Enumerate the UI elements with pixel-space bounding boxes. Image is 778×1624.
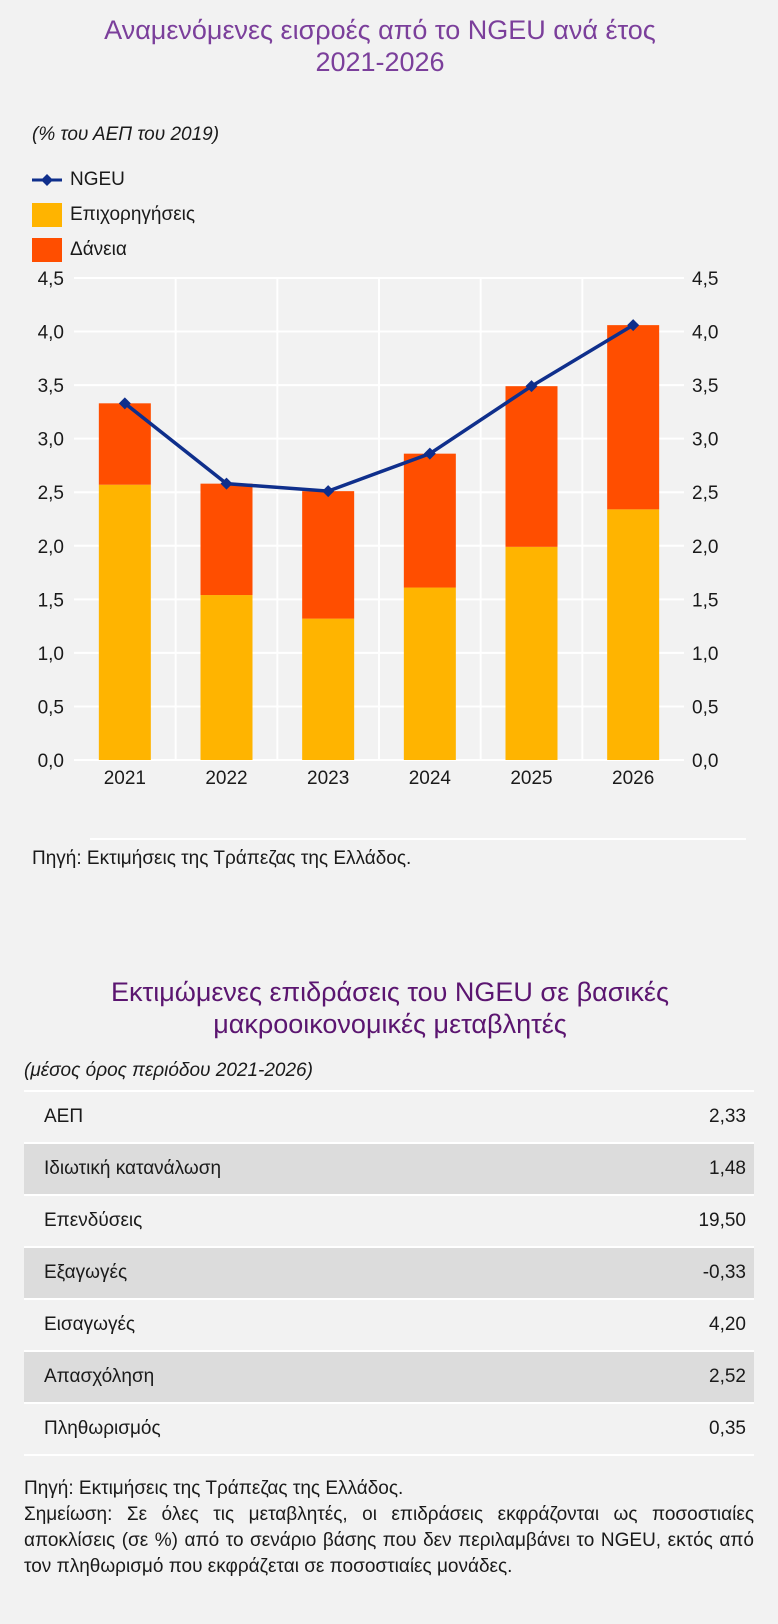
table-row: Εξαγωγές -0,33 (24, 1248, 754, 1300)
table-note: Σημείωση: Σε όλες τις μεταβλητές, οι επι… (24, 1504, 754, 1577)
table-row: ΑΕΠ 2,33 (24, 1092, 754, 1144)
y-tick-label-right: 4,5 (692, 270, 718, 290)
bar-line-chart: 0,0 0,0 0,5 0,5 1,0 1,0 1,5 1,5 2,0 2,0 2,5 2,5 3,0 3… (38, 270, 719, 789)
bar-grants (505, 546, 558, 760)
row-value: 4,20 (709, 1314, 746, 1335)
table-subtitle: (μέσος όρος περιόδου 2021-2026) (24, 1060, 313, 1081)
bar-loans (607, 325, 660, 510)
row-value: 1,48 (709, 1158, 746, 1179)
y-tick-label-left: 0,0 (38, 751, 64, 772)
legend-line-marker-icon (32, 173, 62, 186)
y-tick-label-right: 0,0 (692, 751, 718, 772)
row-label: Απασχόληση (44, 1366, 155, 1387)
ngeu-point (220, 477, 233, 490)
bar-grants (200, 595, 253, 760)
x-tick-label: 2025 (510, 768, 552, 789)
chart-title-line-1: Αναμενόμενες εισροές από το NGEU ανά έτο… (104, 15, 656, 45)
y-tick-label-left: 2,5 (38, 483, 64, 504)
row-value: 2,52 (709, 1366, 746, 1387)
table-row: Επενδύσεις 19,50 (24, 1196, 754, 1248)
table-title-line-2: μακροοικονομικές μεταβλητές (213, 1009, 567, 1039)
x-tick-label: 2024 (409, 768, 452, 789)
chart-source: Πηγή: Εκτιμήσεις της Τράπεζας της Ελλάδο… (32, 848, 412, 869)
x-tick-label: 2026 (612, 768, 654, 789)
y-tick-label-right: 4,0 (692, 323, 718, 344)
row-label: ΑΕΠ (44, 1106, 84, 1127)
table-title: Εκτιμώμενες επιδράσεις του NGEU σε βασικ… (40, 976, 740, 1040)
row-value: 19,50 (698, 1210, 746, 1231)
y-tick-label-right: 3,5 (692, 376, 718, 397)
y-tick-label-right: 1,5 (692, 590, 718, 611)
effects-table: ΑΕΠ 2,33 Ιδιωτική κατανάλωση 1,48 Επενδύ… (24, 1090, 754, 1456)
row-label: Επενδύσεις (44, 1210, 143, 1231)
chart-title: Αναμενόμενες εισροές από το NGEU ανά έτο… (40, 14, 720, 78)
y-tick-label-left: 1,0 (38, 644, 64, 665)
legend-swatch-grants (32, 202, 62, 227)
ngeu-point (322, 485, 335, 498)
table-row: Εισαγωγές 4,20 (24, 1300, 754, 1352)
y-tick-label-left: 4,0 (38, 323, 64, 344)
x-tick-label: 2021 (104, 768, 146, 789)
y-tick-label-left: 4,5 (38, 270, 64, 290)
chart-legend: NGEU Επιχορηγήσεις Δάνεια (32, 162, 195, 267)
y-tick-label-left: 3,5 (38, 376, 64, 397)
y-tick-label-left: 0,5 (38, 697, 64, 718)
row-value: -0,33 (702, 1262, 746, 1283)
bar-loans (200, 483, 253, 596)
legend-swatch-loans (32, 237, 62, 262)
legend-item-ngeu: NGEU (32, 162, 195, 197)
bar-grants (98, 484, 151, 760)
y-tick-label-right: 1,0 (692, 644, 718, 665)
y-tick-label-right: 3,0 (692, 430, 718, 451)
ngeu-line (123, 323, 635, 493)
x-tick-label: 2023 (307, 768, 349, 789)
table-row: Ιδιωτική κατανάλωση 1,48 (24, 1144, 754, 1196)
legend-item-loans: Δάνεια (32, 232, 195, 267)
table-source: Πηγή: Εκτιμήσεις της Τράπεζας της Ελλάδο… (24, 1478, 404, 1499)
ngeu-point (525, 380, 538, 393)
y-tick-label-left: 2,0 (38, 537, 64, 558)
chart-title-line-2: 2021-2026 (315, 47, 445, 77)
bar-grants (403, 587, 456, 760)
table-row: Απασχόληση 2,52 (24, 1352, 754, 1404)
chart-divider (90, 838, 746, 840)
bar-loans (302, 491, 355, 619)
y-tick-label-left: 3,0 (38, 430, 64, 451)
legend-label-loans: Δάνεια (70, 238, 127, 260)
y-tick-label-right: 2,5 (692, 483, 718, 504)
legend-label-grants: Επιχορηγήσεις (70, 203, 196, 225)
table-notes: Πηγή: Εκτιμήσεις της Τράπεζας της Ελλάδο… (24, 1476, 754, 1580)
row-label: Ιδιωτική κατανάλωση (44, 1158, 222, 1179)
ngeu-point (423, 447, 436, 460)
y-tick-label-left: 1,5 (38, 590, 64, 611)
x-tick-label: 2022 (205, 768, 247, 789)
table-title-line-1: Εκτιμώμενες επιδράσεις του NGEU σε βασικ… (111, 977, 669, 1007)
table-row: Πληθωρισμός 0,35 (24, 1404, 754, 1456)
row-label: Πληθωρισμός (44, 1418, 161, 1439)
chart-unit-label: (% του ΑΕΠ του 2019) (32, 124, 220, 145)
bar-loans (505, 386, 558, 547)
legend-label-ngeu: NGEU (70, 168, 125, 190)
ngeu-point (627, 319, 640, 332)
row-label: Εισαγωγές (44, 1314, 136, 1335)
bar-loans (403, 453, 456, 588)
row-value: 0,35 (709, 1418, 746, 1439)
legend-item-grants: Επιχορηγήσεις (32, 197, 195, 232)
bar-grants (302, 618, 355, 760)
ngeu-point (118, 397, 131, 410)
row-value: 2,33 (709, 1106, 746, 1127)
row-label: Εξαγωγές (44, 1262, 128, 1283)
y-tick-label-right: 2,0 (692, 537, 718, 558)
bar-grants (607, 509, 660, 760)
y-tick-label-right: 0,5 (692, 697, 718, 718)
